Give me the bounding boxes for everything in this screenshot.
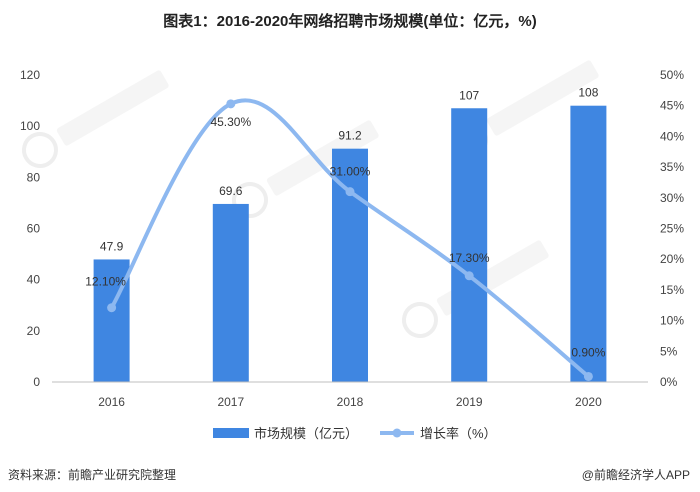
growth-label-2016: 12.10% (85, 275, 126, 289)
chart-title: 图表1：2016-2020年网络招聘市场规模(单位：亿元，%) (163, 13, 537, 30)
y-left-tick: 120 (20, 68, 40, 82)
y-right-tick: 0% (660, 375, 678, 389)
y-right-ticks: 0% 5% 10% 15% 20% 25% 30% 35% 40% 45% 50% (660, 68, 684, 389)
bar-label-2017: 69.6 (219, 184, 243, 198)
data-labels: 47.9 69.6 91.2 107 108 12.10% 45.30% 31.00% 17.3… (85, 86, 605, 360)
source-note: 资料来源：前瞻产业研究院整理 (8, 468, 177, 482)
growth-point-2018 (345, 187, 355, 197)
bar-label-2020: 108 (578, 86, 598, 100)
y-right-tick: 25% (660, 222, 684, 236)
x-ticks: 2016 2017 2018 2019 2020 (98, 395, 602, 409)
y-left-tick: 20 (27, 324, 41, 338)
y-right-tick: 10% (660, 314, 684, 328)
growth-label-2019: 17.30% (449, 251, 490, 265)
growth-label-2017: 45.30% (210, 115, 251, 129)
legend: 市场规模（亿元） 增长率（%） (213, 426, 497, 441)
growth-label-2020: 0.90% (571, 345, 605, 359)
growth-point-2020 (583, 371, 593, 381)
y-left-tick: 80 (27, 170, 41, 184)
y-right-tick: 35% (660, 160, 684, 174)
watermark-band (486, 60, 599, 136)
bars-group (93, 105, 607, 382)
legend-swatch-marker (392, 428, 402, 438)
bar-2017 (212, 203, 249, 382)
legend-label-line: 增长率（%） (420, 426, 497, 441)
y-left-ticks: 0 20 40 60 80 100 120 (20, 68, 40, 389)
bar-label-2019: 107 (459, 88, 479, 102)
bar-label-2018: 91.2 (338, 129, 362, 143)
bar-2019 (451, 108, 488, 382)
watermark-band (56, 70, 169, 146)
legend-swatch-bar (213, 428, 249, 438)
y-right-tick: 30% (660, 191, 684, 205)
y-left-tick: 60 (27, 222, 41, 236)
x-tick-2020: 2020 (575, 395, 602, 409)
x-tick-2017: 2017 (217, 395, 244, 409)
watermark-logo (22, 132, 58, 168)
y-left-tick: 40 (27, 273, 41, 287)
x-tick-2016: 2016 (98, 395, 125, 409)
y-left-tick: 100 (20, 119, 40, 133)
growth-point-2017 (226, 99, 236, 109)
y-left-tick: 0 (33, 375, 40, 389)
legend-label-bar: 市场规模（亿元） (254, 426, 358, 441)
bar-2020 (570, 105, 607, 382)
y-right-tick: 45% (660, 99, 684, 113)
watermark-logo (402, 302, 438, 338)
growth-point-2016 (107, 303, 117, 313)
y-right-tick: 5% (660, 344, 678, 358)
growth-line-group (107, 98, 593, 381)
watermark-band (266, 120, 379, 196)
y-right-tick: 50% (660, 68, 684, 82)
brand-credit: @前瞻经济学人APP (581, 468, 690, 482)
x-tick-2019: 2019 (456, 395, 483, 409)
growth-point-2019 (464, 271, 474, 281)
y-right-tick: 40% (660, 129, 684, 143)
bar-label-2016: 47.9 (100, 239, 124, 253)
x-tick-2018: 2018 (337, 395, 364, 409)
y-right-tick: 20% (660, 252, 684, 266)
y-right-tick: 15% (660, 283, 684, 297)
growth-label-2018: 31.00% (330, 165, 371, 179)
watermark (22, 70, 169, 168)
growth-line (109, 98, 591, 379)
